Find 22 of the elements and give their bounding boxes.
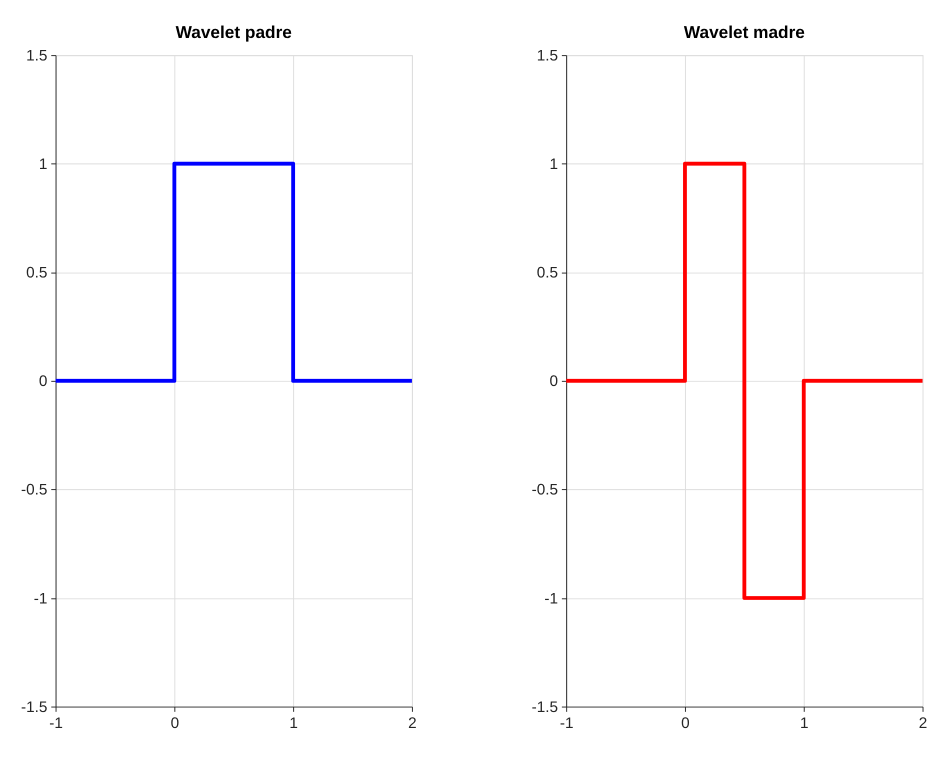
y-tick-label: 1.5	[536, 47, 558, 64]
y-tick-label: 1.5	[26, 47, 48, 64]
x-tick-label: 2	[408, 715, 417, 732]
x-tick-label: 2	[918, 715, 928, 732]
y-tick-label: 1	[550, 156, 558, 173]
x-tick-label: 0	[170, 715, 180, 732]
x-tick-label: 1	[800, 715, 808, 732]
y-tick-label: 1	[38, 156, 48, 173]
y-tick-label: -1.5	[21, 698, 48, 716]
y-tick-label: 0.5	[536, 264, 558, 282]
y-tick-label: -0.5	[532, 482, 558, 499]
y-tick-label: -1	[34, 590, 48, 608]
x-tick-label: 1	[289, 715, 298, 732]
x-tick-label: 0	[681, 715, 690, 732]
y-tick-label: 0	[550, 373, 558, 390]
y-tick-label: 0	[38, 373, 48, 390]
y-tick-label: 0.5	[26, 264, 48, 282]
chart-title: Wavelet madre	[684, 22, 805, 42]
y-tick-label: -1.5	[532, 698, 558, 716]
y-tick-label: -1	[544, 590, 558, 608]
y-tick-label: -0.5	[21, 482, 48, 499]
chart-title: Wavelet padre	[176, 22, 292, 42]
